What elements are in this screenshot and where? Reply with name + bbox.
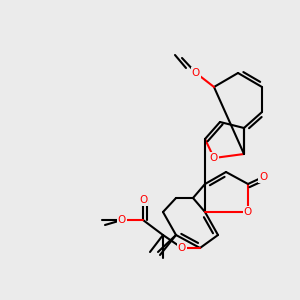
Text: O: O [244, 207, 252, 217]
Text: O: O [139, 195, 147, 205]
Text: O: O [178, 243, 186, 253]
Text: O: O [259, 172, 267, 182]
Text: O: O [244, 207, 252, 217]
Text: O: O [192, 68, 200, 78]
Text: O: O [118, 215, 126, 225]
Text: O: O [192, 68, 200, 78]
Text: O: O [259, 172, 267, 182]
Text: O: O [210, 153, 218, 163]
Text: O: O [139, 195, 147, 205]
Text: O: O [178, 243, 186, 253]
Text: O: O [118, 215, 126, 225]
Text: O: O [118, 215, 126, 225]
Text: O: O [192, 68, 200, 78]
